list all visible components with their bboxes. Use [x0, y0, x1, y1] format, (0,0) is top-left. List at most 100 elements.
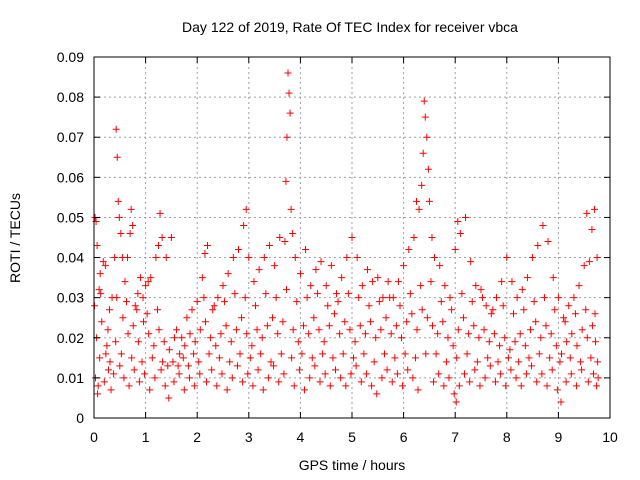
axis-ticks: 0 1 2 3 4 5 6 7 8 9 10 0 0.01 0.02 0.03 0.04 0.05 0.06 0.0…: [57, 49, 618, 445]
data-point: [383, 366, 391, 374]
data-point: [209, 306, 217, 314]
data-point: [408, 310, 416, 318]
data-point: [588, 225, 596, 233]
data-point: [572, 382, 580, 390]
data-point: [453, 354, 461, 362]
data-point: [285, 89, 293, 97]
data-point: [98, 318, 106, 326]
data-point: [130, 366, 138, 374]
x-axis-title: GPS time / hours: [299, 457, 406, 473]
data-point: [196, 326, 204, 334]
data-point: [522, 370, 530, 378]
data-point: [476, 382, 484, 390]
data-point: [482, 302, 490, 310]
data-point: [379, 294, 387, 302]
data-point: [467, 258, 475, 266]
data-point: [568, 330, 576, 338]
data-point: [535, 350, 543, 358]
data-point: [356, 322, 364, 330]
data-point: [120, 374, 128, 382]
data-point: [451, 246, 459, 254]
data-point: [305, 330, 313, 338]
data-point: [170, 334, 178, 342]
data-point: [532, 318, 540, 326]
data-point: [534, 242, 542, 250]
data-point: [384, 278, 392, 286]
data-point: [173, 326, 181, 334]
data-point: [236, 350, 244, 358]
data-point: [128, 354, 136, 362]
data-point: [578, 326, 586, 334]
data-point: [338, 274, 346, 282]
data-point: [264, 374, 272, 382]
data-point: [557, 398, 565, 406]
data-point: [245, 254, 253, 262]
data-point: [179, 354, 187, 362]
y-tick-label: 0.02: [57, 330, 84, 346]
data-point: [301, 386, 309, 394]
data-point: [222, 322, 230, 330]
data-point: [259, 386, 267, 394]
data-point: [423, 133, 431, 141]
data-point: [365, 302, 373, 310]
data-point: [253, 326, 261, 334]
data-point: [241, 294, 249, 302]
data-point: [288, 354, 296, 362]
data-points: [91, 69, 602, 406]
data-point: [446, 294, 454, 302]
data-point: [523, 274, 531, 282]
data-point: [508, 278, 516, 286]
data-point: [319, 350, 327, 358]
data-point: [475, 334, 483, 342]
data-point: [104, 366, 112, 374]
data-point: [311, 362, 319, 370]
data-point: [281, 238, 289, 246]
data-point: [369, 278, 377, 286]
data-point: [212, 342, 220, 350]
data-point: [391, 354, 399, 362]
data-point: [223, 386, 231, 394]
data-point: [463, 350, 471, 358]
data-point: [428, 322, 436, 330]
data-point: [102, 350, 110, 358]
data-point: [124, 330, 132, 338]
data-point: [152, 254, 160, 262]
data-point: [593, 382, 601, 390]
data-point: [592, 338, 600, 346]
y-tick-label: 0.08: [57, 89, 84, 105]
chart-title: Day 122 of 2019, Rate Of TEC Index for r…: [182, 19, 518, 35]
data-point: [431, 254, 439, 262]
data-point: [134, 290, 142, 298]
data-point: [515, 358, 523, 366]
data-point: [94, 390, 102, 398]
data-point: [233, 362, 241, 370]
data-point: [291, 254, 299, 262]
data-point: [504, 354, 512, 362]
data-point: [553, 386, 561, 394]
data-point: [593, 254, 601, 262]
data-point: [413, 326, 421, 334]
y-tick-label: 0.07: [57, 129, 84, 145]
data-point: [159, 358, 167, 366]
data-point: [294, 338, 302, 346]
data-point: [552, 342, 560, 350]
data-point: [350, 354, 358, 362]
data-point: [491, 378, 499, 386]
data-point: [560, 314, 568, 322]
data-point: [148, 354, 156, 362]
data-point: [409, 374, 417, 382]
data-point: [489, 306, 497, 314]
data-point: [471, 366, 479, 374]
data-point: [313, 290, 321, 298]
data-point: [91, 302, 99, 310]
data-point: [361, 330, 369, 338]
data-point: [374, 274, 382, 282]
data-point: [153, 306, 161, 314]
data-point: [106, 358, 114, 366]
x-tick-label: 9: [555, 429, 563, 445]
data-point: [104, 326, 112, 334]
data-point: [355, 294, 363, 302]
data-point: [479, 294, 487, 302]
data-point: [302, 246, 310, 254]
